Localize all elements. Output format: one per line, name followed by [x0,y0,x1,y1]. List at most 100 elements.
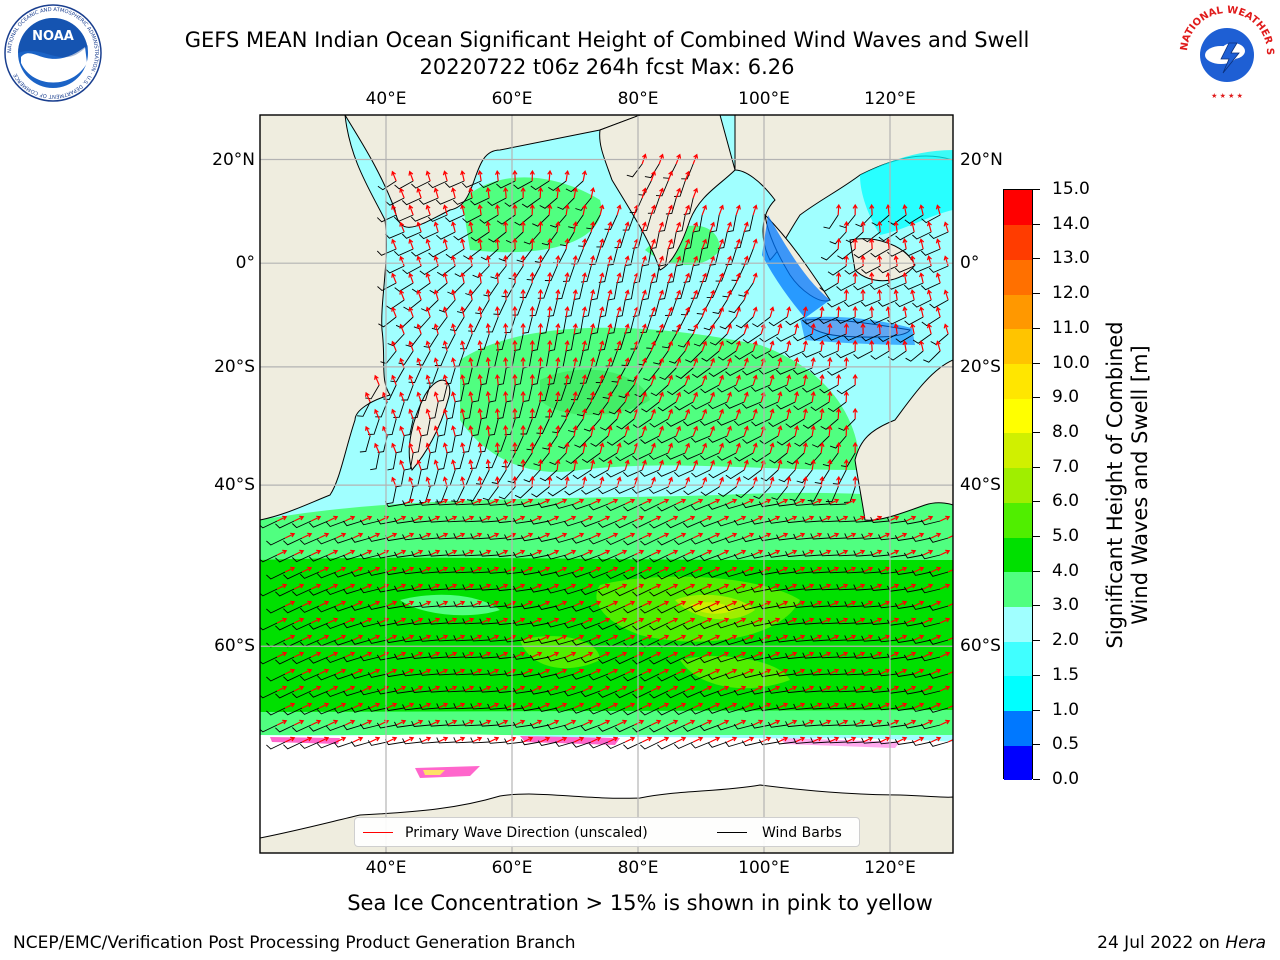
wind-barb [741,740,762,747]
wind-barb [649,724,669,733]
wind-barb [350,605,371,611]
wind-barb [852,316,873,324]
wind-barb [708,367,728,377]
wind-barb [470,231,490,242]
wind-barb [470,499,490,506]
wind-barb [563,690,584,697]
wave-direction-arrow [514,549,526,556]
wind-barb [632,520,652,529]
wave-direction-arrow [433,255,439,267]
wave-direction-arrow [709,323,715,335]
wave-direction-arrow [564,169,570,182]
colorbar-segment [1004,675,1032,712]
wave-direction-arrow [769,515,781,522]
wave-direction-arrow [572,186,578,199]
wind-barb [462,584,482,591]
wave-direction-arrow [497,515,509,522]
wind-barb [544,265,558,282]
wind-barb [793,635,813,642]
wind-barb [920,282,941,291]
wind-barb [283,741,303,750]
wave-direction-arrow [416,187,422,199]
wave-direction-arrow [684,408,691,420]
wave-direction-arrow [531,515,543,522]
wave-direction-arrow [709,459,715,471]
wind-barb [333,605,354,612]
wave-direction-arrow [555,186,561,199]
wave-direction-arrow [446,549,458,556]
wind-barb [487,197,507,207]
wave-direction-arrow [429,719,441,726]
wind-barb [733,655,754,662]
wind-barb [529,688,550,695]
wind-barb [767,350,788,359]
wind-barb [673,605,694,614]
wave-direction-arrow [760,702,772,709]
wind-barb [778,469,796,483]
wave-direction-arrow [310,685,322,692]
wind-barb [802,384,822,393]
wave-direction-arrow [573,600,585,607]
wind-barb [308,656,329,664]
wave-direction-arrow [684,340,691,352]
wave-direction-arrow [726,736,738,743]
wave-direction-arrow [581,442,588,454]
wind-barb [903,552,924,559]
wind-barb [878,333,898,343]
wind-barb [742,367,762,376]
wave-direction-arrow [590,668,602,675]
wind-barb [640,707,660,716]
wave-direction-arrow [293,617,305,624]
wave-direction-arrow [581,374,588,386]
wind-barb [673,469,694,478]
wind-barb [637,180,652,196]
wind-barb [860,299,881,307]
wave-direction-arrow [590,634,602,641]
wave-direction-arrow [819,339,825,352]
wave-direction-arrow [650,651,662,658]
wind-barb [428,584,448,591]
wind-barb [853,584,873,591]
wind-barb [701,231,711,250]
wind-barb [829,435,847,449]
wind-barb [537,570,558,577]
wind-barb [539,384,550,402]
wave-direction-arrow [369,668,381,675]
wind-barb [707,503,728,510]
wave-direction-arrow [658,187,664,199]
wave-direction-arrow [718,238,724,250]
wave-direction-arrow [494,441,501,454]
wind-barb [692,248,703,267]
wind-barb [588,537,609,545]
wind-barb [786,452,805,465]
wave-direction-arrow [760,668,772,675]
wind-barb [266,605,286,614]
wave-direction-arrow [684,617,696,624]
wind-barb [869,282,890,290]
wave-direction-arrow [276,549,288,556]
wind-barb [827,401,847,413]
wave-direction-arrow [310,617,322,624]
wind-barb [359,621,380,628]
wind-barb [580,724,601,732]
colorbar-segment [1004,398,1032,434]
wave-direction-arrow [352,532,364,539]
wave-direction-arrow [667,272,673,284]
wind-barb [767,384,788,392]
wave-direction-arrow [442,374,448,386]
wave-direction-arrow [416,289,422,301]
wave-direction-arrow [408,272,414,284]
wind-barb [836,516,856,523]
lat-tick-label: 20°S [214,356,255,377]
wind-barb [812,435,830,448]
wave-direction-arrow [471,498,483,505]
wave-direction-arrow [616,272,622,284]
colorbar-segment [1004,259,1032,295]
wind-barb [580,520,601,528]
wave-direction-arrow [352,634,364,641]
wind-barb [419,567,439,574]
wind-barb [768,585,788,592]
wave-direction-arrow [442,340,448,352]
wind-barb [928,231,949,240]
wave-direction-arrow [836,203,842,216]
